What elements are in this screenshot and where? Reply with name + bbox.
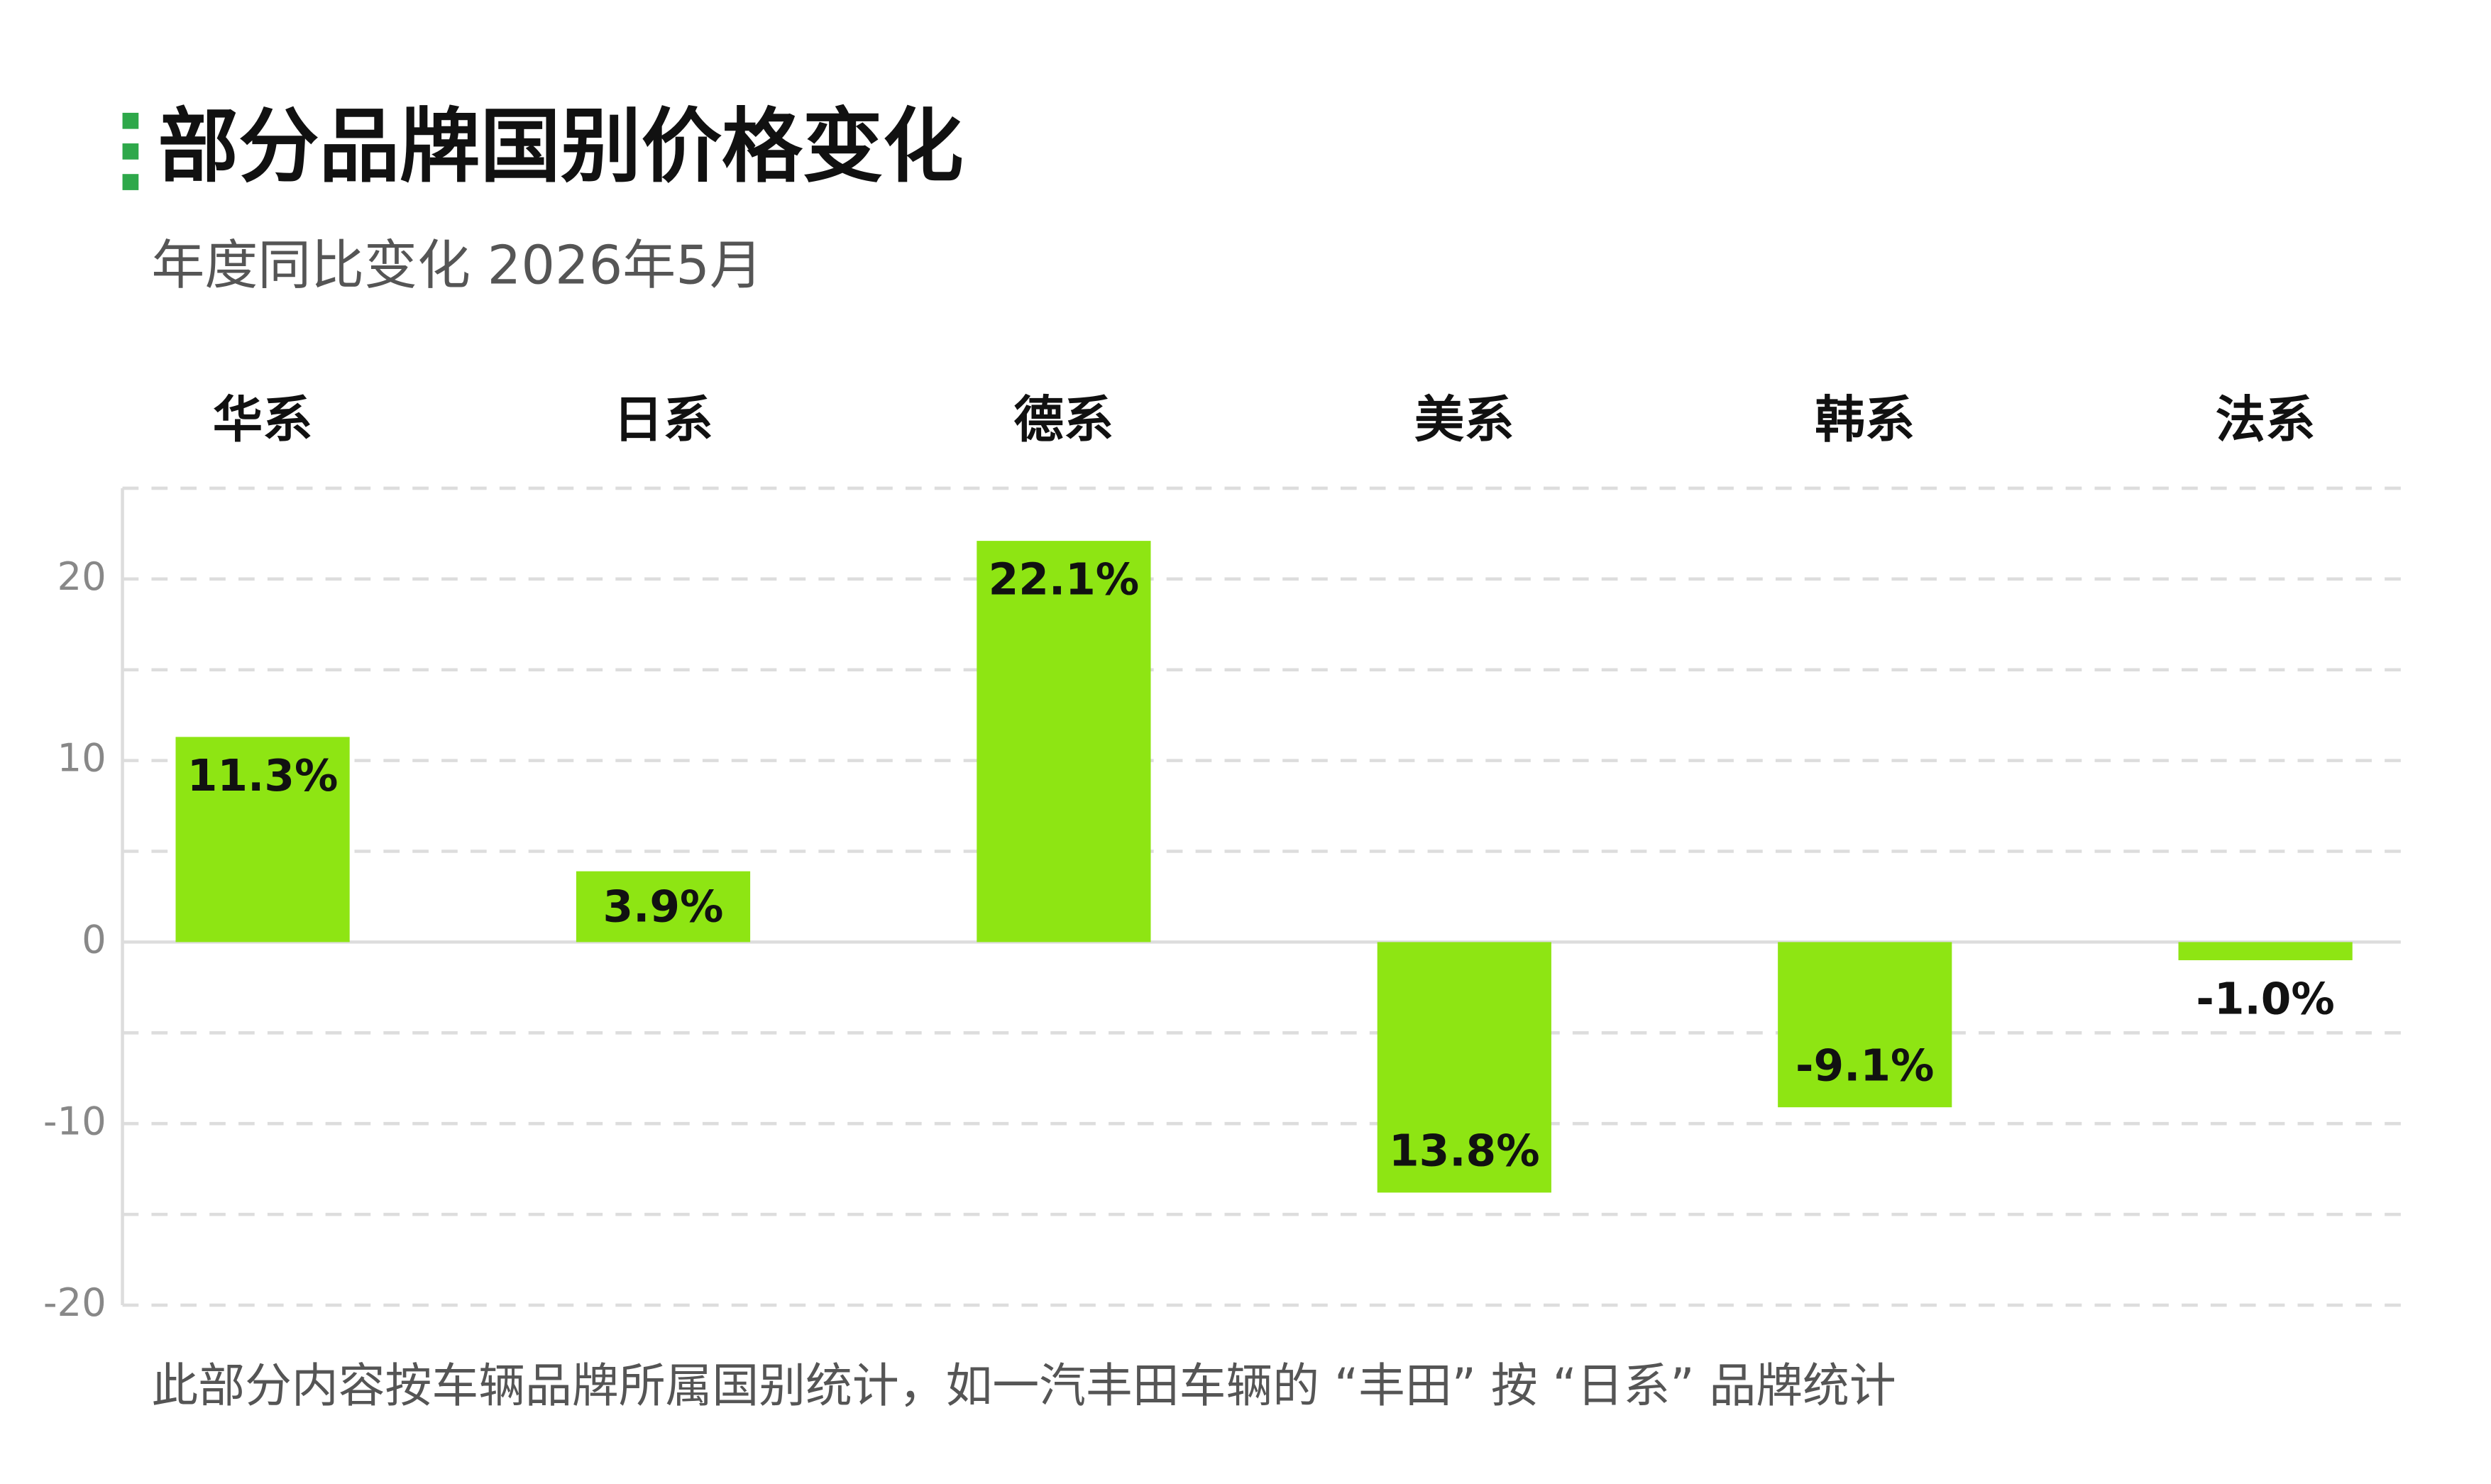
category-label: 华系 bbox=[213, 390, 313, 449]
bar bbox=[977, 541, 1151, 942]
marker-square bbox=[122, 112, 139, 129]
category-label: 法系 bbox=[2216, 390, 2316, 449]
y-tick-label: 10 bbox=[57, 735, 106, 781]
category-label: 美系 bbox=[1414, 390, 1514, 449]
chart-subtitle: 年度同比变化 2026年5月 bbox=[151, 234, 762, 297]
marker-square bbox=[122, 174, 139, 190]
data-label: 11.3% bbox=[187, 751, 339, 801]
category-label: 日系 bbox=[613, 390, 713, 449]
y-tick-label: 0 bbox=[82, 917, 106, 962]
data-label: -1.0% bbox=[2196, 974, 2334, 1025]
marker-square bbox=[122, 143, 139, 160]
category-label: 韩系 bbox=[1815, 390, 1915, 449]
bar bbox=[1778, 942, 1952, 1108]
data-label: 22.1% bbox=[989, 555, 1140, 605]
data-label: 3.9% bbox=[603, 882, 724, 933]
y-tick-label: -10 bbox=[43, 1098, 106, 1143]
data-label: 13.8% bbox=[1389, 1126, 1540, 1177]
bar bbox=[175, 737, 350, 942]
bar bbox=[576, 871, 751, 942]
data-label: -9.1% bbox=[1796, 1040, 1934, 1091]
title-marker bbox=[122, 112, 139, 190]
bar bbox=[2178, 942, 2353, 960]
category-label: 德系 bbox=[1014, 390, 1114, 449]
footnote: 此部分内容按车辆品牌所属国别统计，如一汽丰田车辆的 “丰田” 按 “日系” 品牌… bbox=[151, 1358, 1896, 1413]
y-tick-label: -20 bbox=[43, 1280, 106, 1325]
chart-title: 部分品牌国别价格变化 bbox=[158, 99, 964, 194]
y-tick-label: 20 bbox=[57, 554, 106, 599]
bar bbox=[1377, 942, 1551, 1193]
